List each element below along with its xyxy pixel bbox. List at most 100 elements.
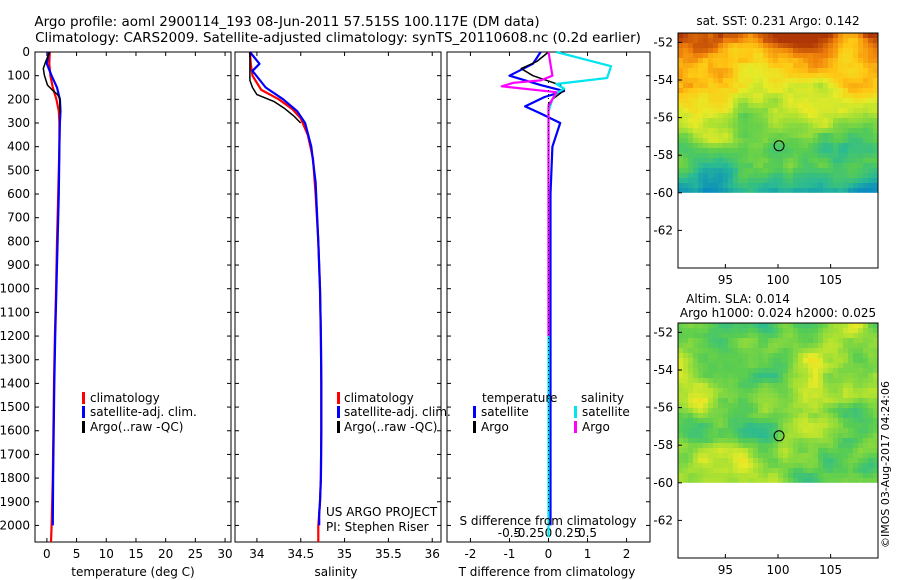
heatmap-cell [873, 153, 879, 159]
heatmap-cell [693, 393, 699, 399]
heatmap-cell [748, 438, 754, 444]
heatmap-cell [703, 428, 709, 434]
heatmap-cell [713, 103, 719, 109]
heatmap-cell [753, 368, 759, 374]
heatmap-cell [738, 348, 744, 354]
heatmap-cell [793, 478, 799, 483]
heatmap-cell [703, 108, 709, 114]
heatmap-cell [703, 163, 709, 169]
heatmap-cell [733, 123, 739, 129]
heatmap-cell [803, 38, 809, 44]
heatmap-cell [803, 463, 809, 469]
heatmap-cell [768, 128, 774, 134]
heatmap-cell [858, 88, 864, 94]
heatmap-cell [708, 143, 714, 149]
heatmap-cell [763, 188, 769, 193]
heatmap-cell [713, 348, 719, 354]
heatmap-cell [778, 418, 784, 424]
heatmap-cell [793, 468, 799, 474]
heatmap-cell [868, 173, 874, 179]
heatmap-cell [853, 158, 859, 164]
heatmap-cell [708, 428, 714, 434]
heatmap-cell [803, 403, 809, 409]
heatmap-cell [718, 148, 724, 154]
heatmap-cell [688, 418, 694, 424]
heatmap-cell [808, 48, 814, 54]
heatmap-cell [843, 443, 849, 449]
heatmap-cell [873, 73, 879, 79]
heatmap-cell [873, 138, 879, 144]
heatmap-cell [808, 188, 814, 193]
heatmap-cell [703, 363, 709, 369]
legend-label-argo: Argo(..raw -QC) [344, 420, 437, 434]
heatmap-cell [678, 133, 684, 139]
heatmap-cell [858, 58, 864, 64]
heatmap-cell [813, 368, 819, 374]
heatmap-cell [788, 98, 794, 104]
heatmap-cell [788, 113, 794, 119]
heatmap-cell [868, 123, 874, 129]
heatmap-cell [818, 118, 824, 124]
heatmap-cell [818, 128, 824, 134]
heatmap-cell [833, 38, 839, 44]
heatmap-cell [848, 48, 854, 54]
heatmap-cell [723, 338, 729, 344]
heatmap-cell [803, 188, 809, 193]
heatmap-cell [808, 383, 814, 389]
heatmap-cell [753, 173, 759, 179]
heatmap-cell [848, 158, 854, 164]
heatmap-cell [788, 403, 794, 409]
heatmap-cell [793, 393, 799, 399]
heatmap-cell [838, 68, 844, 74]
heatmap-cell [693, 148, 699, 154]
heatmap-cell [773, 178, 779, 184]
heatmap-cell [728, 148, 734, 154]
heatmap-cell [733, 88, 739, 94]
heatmap-cell [758, 358, 764, 364]
heatmap-cell [713, 118, 719, 124]
heatmap-cell [843, 448, 849, 454]
heatmap-cell [783, 418, 789, 424]
heatmap-cell [843, 393, 849, 399]
heatmap-cell [813, 78, 819, 84]
heatmap-cell [728, 448, 734, 454]
heatmap-cell [853, 323, 859, 329]
heatmap-cell [833, 138, 839, 144]
heatmap-cell [738, 93, 744, 99]
heatmap-cell [758, 73, 764, 79]
heatmap-cell [833, 423, 839, 429]
heatmap-cell [683, 173, 689, 179]
heatmap-cell [848, 478, 854, 483]
heatmap-cell [698, 53, 704, 59]
heatmap-cell [848, 373, 854, 379]
heatmap-cell [683, 413, 689, 419]
heatmap-cell [853, 108, 859, 114]
heatmap-cell [803, 338, 809, 344]
series-line-climatology [48, 51, 61, 543]
heatmap-cell [813, 378, 819, 384]
heatmap-cell [803, 153, 809, 159]
heatmap-cell [818, 358, 824, 364]
heatmap-cell [858, 83, 864, 89]
heatmap-cell [823, 178, 829, 184]
heatmap-cell [778, 323, 784, 329]
heatmap-cell [743, 398, 749, 404]
heatmap-cell [728, 158, 734, 164]
heatmap-cell [823, 88, 829, 94]
heatmap-cell [838, 118, 844, 124]
heatmap-cell [743, 338, 749, 344]
heatmap-cell [683, 468, 689, 474]
heatmap-cell [858, 323, 864, 329]
heatmap-cell [768, 423, 774, 429]
series-line-temperature-argo [520, 51, 565, 526]
heatmap-cell [683, 43, 689, 49]
heatmap-cell [783, 108, 789, 114]
heatmap-cell [848, 103, 854, 109]
heatmap-cell [858, 148, 864, 154]
heatmap-cell [763, 328, 769, 334]
heatmap-cell [768, 348, 774, 354]
heatmap-cell [758, 188, 764, 193]
heatmap-cell [698, 168, 704, 174]
heatmap-cell [748, 478, 754, 483]
heatmap-cell [718, 368, 724, 374]
